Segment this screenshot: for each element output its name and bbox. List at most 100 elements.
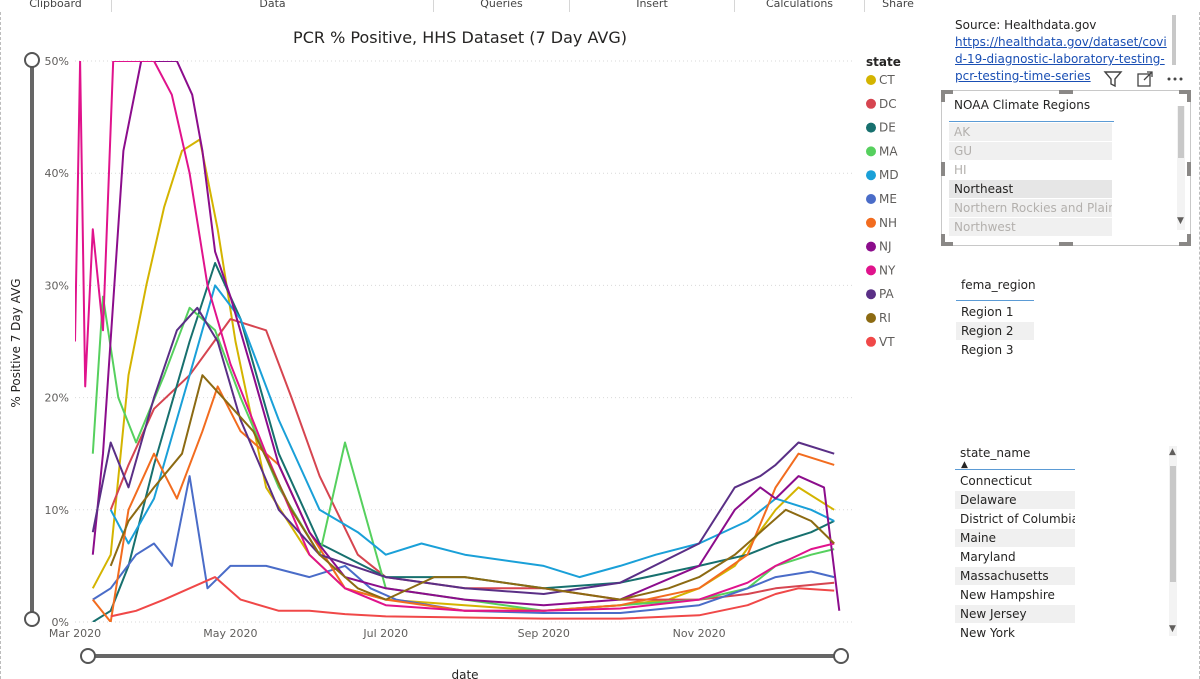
legend-marker bbox=[866, 170, 876, 181]
slicer-item[interactable]: New Jersey bbox=[955, 605, 1075, 623]
slicer-item[interactable]: Delaware bbox=[955, 491, 1075, 509]
series-line-md[interactable] bbox=[109, 284, 835, 579]
slicer-item[interactable]: District of Columbia bbox=[960, 512, 1075, 526]
legend-marker bbox=[866, 75, 876, 85]
y-tick-label: 30% bbox=[45, 279, 69, 292]
source-textbox: Source: Healthdata.gov https://healthdat… bbox=[955, 17, 1169, 85]
ribbon-group-insert[interactable]: Insert bbox=[570, 0, 735, 12]
filter-icon[interactable] bbox=[1102, 68, 1124, 90]
resize-handle[interactable] bbox=[1059, 242, 1073, 246]
state-slicer-scroll-thumb[interactable] bbox=[1170, 466, 1176, 582]
legend-label[interactable]: PA bbox=[879, 287, 894, 301]
series-line-pa[interactable] bbox=[91, 306, 835, 595]
scroll-down-arrow-icon[interactable]: ▼ bbox=[1177, 216, 1184, 226]
ribbon-group-calculations[interactable]: Calculations bbox=[735, 0, 865, 12]
legend-marker bbox=[866, 122, 876, 133]
noaa-slicer-scroll-thumb[interactable] bbox=[1178, 106, 1184, 158]
sort-ascending-icon[interactable]: ▲ bbox=[961, 460, 968, 470]
series-line-ny[interactable] bbox=[75, 61, 835, 612]
ribbon-group-share[interactable]: Share bbox=[865, 0, 931, 12]
resize-handle[interactable] bbox=[1187, 90, 1191, 102]
series-line-me[interactable] bbox=[92, 475, 835, 614]
legend-label[interactable]: MD bbox=[879, 168, 899, 182]
legend-label[interactable]: MA bbox=[879, 144, 898, 158]
series-line-nj[interactable] bbox=[91, 61, 841, 611]
x-tick-label: Sep 2020 bbox=[518, 627, 570, 640]
resize-handle[interactable] bbox=[941, 234, 945, 246]
legend-label[interactable]: CT bbox=[879, 73, 895, 87]
line-chart[interactable]: PCR % Positive, HHS Dataset (7 Day AVG) … bbox=[0, 12, 935, 679]
source-link[interactable]: https://healthdata.gov/dataset/covid-19-… bbox=[955, 35, 1167, 83]
slicer-item[interactable]: New York bbox=[960, 626, 1015, 640]
resize-handle[interactable] bbox=[1187, 162, 1191, 176]
legend-label[interactable]: DE bbox=[879, 121, 896, 135]
slicer-item[interactable]: Northern Rockies and Plains bbox=[949, 199, 1112, 217]
source-scrollbar[interactable] bbox=[1172, 15, 1176, 65]
noaa-slicer-scrollbar[interactable] bbox=[1177, 106, 1185, 230]
more-options-icon[interactable] bbox=[1164, 68, 1186, 90]
x-axis-ticks: Mar 2020 May 2020 Jul 2020 Sep 2020 Nov 2020 bbox=[49, 627, 726, 640]
series-line-ri[interactable] bbox=[109, 374, 835, 601]
slicer-item[interactable]: Northwest bbox=[949, 218, 1112, 236]
slicer-item[interactable]: Maine bbox=[955, 529, 1075, 547]
slicer-item-selected[interactable]: Northeast bbox=[949, 180, 1112, 198]
legend-label[interactable]: RI bbox=[879, 311, 891, 325]
legend-marker bbox=[866, 265, 876, 276]
slicer-item[interactable]: Region 1 bbox=[961, 305, 1014, 319]
slicer-underline bbox=[955, 469, 1075, 470]
slicer-item[interactable]: Maryland bbox=[960, 550, 1016, 564]
slicer-item[interactable]: New Hampshire bbox=[960, 588, 1055, 602]
series-line-ct[interactable] bbox=[91, 138, 835, 612]
ribbon-group-queries[interactable]: Queries bbox=[434, 0, 570, 12]
slicer-item[interactable]: Region 2 bbox=[956, 322, 1034, 340]
legend: state CT DC DE MA MD ME NH NJ NY PA RI VT bbox=[866, 55, 901, 349]
fema-region-slicer[interactable]: fema_region Region 1 Region 2 Region 3 bbox=[956, 278, 1046, 368]
noaa-regions-slicer[interactable]: NOAA Climate Regions AK GU HI Northeast … bbox=[949, 96, 1174, 241]
y-tick-label: 40% bbox=[45, 167, 69, 180]
resize-handle[interactable] bbox=[1179, 90, 1191, 94]
ribbon-group-data[interactable]: Data bbox=[112, 0, 434, 12]
y-zoom-handle-bottom[interactable] bbox=[24, 611, 40, 627]
slicer-item[interactable]: Connecticut bbox=[960, 474, 1032, 488]
x-tick-label: May 2020 bbox=[203, 627, 257, 640]
resize-handle[interactable] bbox=[941, 90, 953, 94]
slicer-item[interactable]: Massachusetts bbox=[955, 567, 1075, 585]
slicer-underline bbox=[949, 121, 1114, 122]
x-zoom-handle-right[interactable] bbox=[833, 648, 849, 664]
y-axis-ticks: 0% 10% 20% 30% 40% 50% bbox=[45, 55, 69, 629]
scroll-up-arrow-icon[interactable]: ▲ bbox=[1169, 447, 1176, 457]
slicer-item[interactable]: AK bbox=[949, 123, 1112, 141]
slicer-item[interactable]: HI bbox=[954, 163, 967, 177]
state-name-slicer[interactable]: state_name ▲ Connecticut Delaware Distri… bbox=[955, 445, 1085, 650]
legend-label[interactable]: VT bbox=[879, 335, 895, 349]
legend-label[interactable]: NY bbox=[879, 263, 896, 277]
ribbon-group-label: Clipboard bbox=[29, 0, 82, 10]
x-zoom-handle-left[interactable] bbox=[80, 648, 96, 664]
slicer-item[interactable]: GU bbox=[949, 142, 1112, 160]
legend-label[interactable]: ME bbox=[879, 192, 897, 206]
ribbon-group-label: Calculations bbox=[765, 0, 834, 10]
focus-mode-icon[interactable] bbox=[1134, 68, 1156, 90]
series-line-dc[interactable] bbox=[109, 318, 835, 601]
resize-handle[interactable] bbox=[941, 90, 945, 102]
slicer-item[interactable]: Region 3 bbox=[961, 343, 1014, 357]
legend-label[interactable]: DC bbox=[879, 97, 897, 111]
legend-label[interactable]: NJ bbox=[879, 240, 892, 254]
resize-handle[interactable] bbox=[1187, 234, 1191, 246]
resize-handle[interactable] bbox=[941, 162, 945, 176]
resize-handle[interactable] bbox=[1059, 90, 1073, 94]
x-zoom-slider[interactable] bbox=[80, 648, 849, 664]
y-zoom-slider[interactable] bbox=[24, 52, 40, 627]
scroll-down-arrow-icon[interactable]: ▼ bbox=[1169, 624, 1176, 634]
resize-handle[interactable] bbox=[941, 242, 953, 246]
ribbon-group-clipboard[interactable]: Clipboard bbox=[0, 0, 112, 12]
visual-header bbox=[1102, 68, 1192, 90]
legend-title: state bbox=[866, 55, 901, 69]
legend-label[interactable]: NH bbox=[879, 216, 897, 230]
series-line-vt[interactable] bbox=[110, 576, 835, 620]
resize-handle[interactable] bbox=[1179, 242, 1191, 246]
y-tick-label: 50% bbox=[45, 55, 69, 68]
series-line-de[interactable] bbox=[92, 262, 835, 622]
slicer-header: fema_region bbox=[961, 278, 1036, 292]
y-zoom-handle-top[interactable] bbox=[24, 52, 40, 68]
